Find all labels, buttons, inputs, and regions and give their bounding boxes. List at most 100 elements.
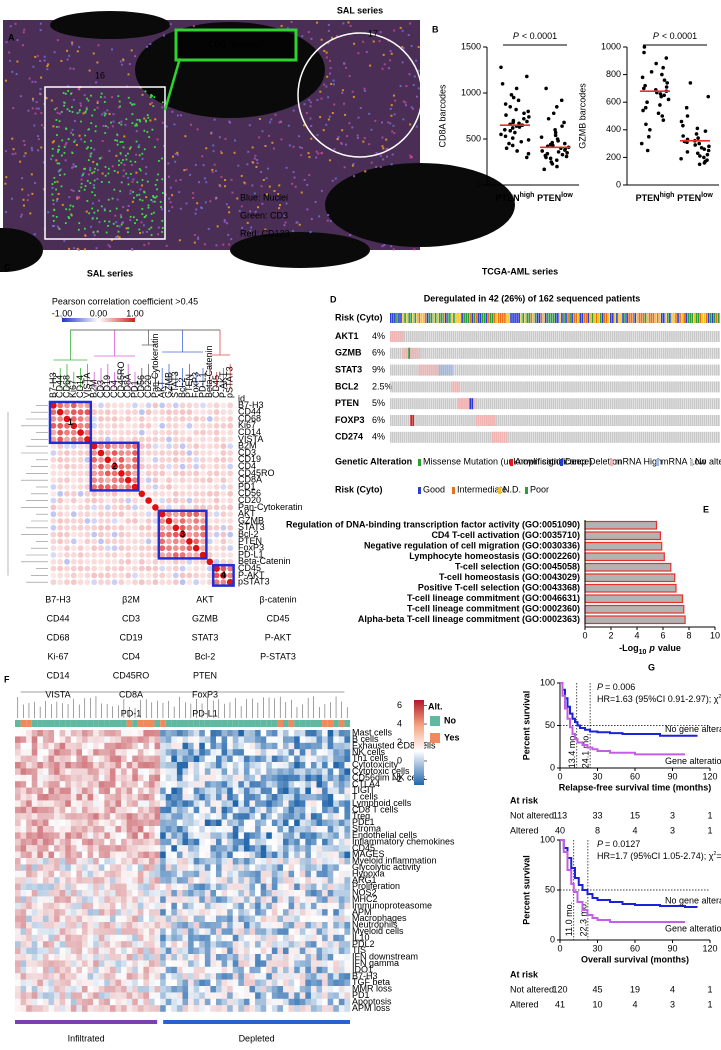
- heatmap-cell: [193, 794, 200, 801]
- heatmap-cell: [288, 902, 295, 910]
- cell-signal: [55, 199, 58, 202]
- cell-signal: [226, 222, 229, 225]
- heatmap-cell: [238, 806, 245, 814]
- heatmap-cell: [182, 749, 189, 756]
- heatmap-cell: [160, 730, 166, 737]
- correlation-cell: [132, 450, 138, 456]
- cell-signal: [197, 236, 200, 239]
- heatmap-cell: [65, 813, 72, 820]
- cell-signal: [89, 153, 92, 156]
- heatmap-cell: [176, 813, 183, 820]
- cell-signal: [294, 185, 297, 188]
- cell-signal: [329, 72, 332, 75]
- heatmap-cell: [216, 730, 222, 737]
- heatmap-cell: [93, 838, 99, 846]
- heatmap-cell: [255, 826, 261, 833]
- cell-signal: [21, 44, 24, 47]
- correlation-cell: [64, 443, 70, 450]
- correlation-cell: [84, 552, 91, 558]
- heatmap-cell: [82, 736, 88, 743]
- heatmap-cell: [104, 992, 111, 999]
- cell-signal: [409, 22, 412, 25]
- heatmap-cell: [31, 896, 38, 903]
- heatmap-cell: [109, 858, 116, 865]
- heatmap-cell: [176, 787, 183, 795]
- cd3-signal: [93, 170, 96, 173]
- heatmap-cell: [305, 730, 312, 737]
- alteration: [406, 347, 408, 359]
- heatmap-cell: [42, 851, 49, 859]
- annotation-cell: [126, 720, 133, 727]
- heatmap-cell: [65, 787, 72, 795]
- cell-signal: [220, 175, 223, 178]
- risk-cell: [404, 313, 406, 323]
- data-point: [706, 94, 711, 99]
- callout-pointer: [163, 57, 182, 111]
- heatmap-cell: [333, 954, 340, 961]
- correlation-cell: [91, 456, 98, 463]
- heatmap-cell: [149, 934, 155, 942]
- heatmap-cell: [115, 979, 122, 987]
- heatmap-cell: [260, 755, 267, 763]
- correlation-cell: [145, 422, 152, 429]
- cell-signal: [319, 116, 322, 119]
- heatmap-cell: [232, 832, 239, 839]
- heatmap-cell: [299, 787, 306, 795]
- cell-signal: [305, 111, 308, 114]
- cell-signal: [306, 183, 309, 186]
- cell-signal: [315, 150, 318, 153]
- heatmap-cell: [260, 902, 267, 910]
- cell-signal: [33, 233, 36, 236]
- heatmap-cell: [322, 858, 328, 865]
- heatmap-cell: [260, 954, 267, 961]
- heatmap-cell: [243, 947, 250, 955]
- heatmap-cell: [327, 902, 334, 910]
- heatmap-cell: [316, 749, 323, 756]
- row-label: pSTAT3: [238, 577, 270, 587]
- heatmap-cell: [232, 781, 239, 788]
- cell-signal: [391, 153, 394, 156]
- annotation-cell: [93, 720, 99, 727]
- heatmap-cell: [143, 934, 150, 942]
- x-axis-label-part: -Log: [619, 643, 639, 653]
- correlation-cell: [84, 450, 91, 456]
- cell-signal: [224, 179, 227, 182]
- correlation-cell: [118, 545, 125, 552]
- heatmap-cell: [104, 998, 111, 1006]
- cell-signal: [66, 49, 69, 52]
- heatmap-cell: [271, 800, 278, 807]
- cell-signal: [72, 189, 75, 192]
- row-label: BCL2: [335, 381, 359, 391]
- heatmap-cell: [126, 934, 133, 942]
- cell-signal: [283, 224, 286, 227]
- correlation-cell: [206, 504, 213, 511]
- heatmap-cell: [260, 883, 267, 891]
- heatmap-cell: [93, 749, 99, 756]
- correlation-cell: [220, 524, 227, 531]
- correlation-cell: [132, 524, 138, 531]
- data-point: [544, 155, 548, 160]
- heatmap-cell: [132, 762, 139, 769]
- annotation-cell: [109, 720, 116, 727]
- data-point: [560, 124, 564, 128]
- correlation-cell: [220, 463, 227, 470]
- legend-text: Missense Mutation (unknown significance): [423, 456, 592, 466]
- heatmap-cell: [193, 806, 200, 814]
- heatmap-cell: [232, 826, 239, 833]
- heatmap-cell: [327, 845, 334, 852]
- cell-signal: [365, 50, 368, 53]
- heatmap-cell: [221, 896, 228, 903]
- heatmap-cell: [232, 749, 239, 756]
- heatmap-cell: [221, 947, 228, 955]
- risk-cell: [673, 313, 675, 323]
- annotation-cell: [199, 720, 205, 727]
- risk-cell: [656, 313, 659, 323]
- legend-swatch: [498, 487, 501, 494]
- cell-signal: [165, 244, 168, 247]
- correlation-cell: [50, 518, 57, 524]
- correlation-cell: [70, 545, 77, 552]
- cell-signal: [129, 219, 132, 222]
- heatmap-cell: [37, 736, 44, 743]
- data-point: [548, 156, 553, 161]
- heatmap-cell: [338, 800, 345, 807]
